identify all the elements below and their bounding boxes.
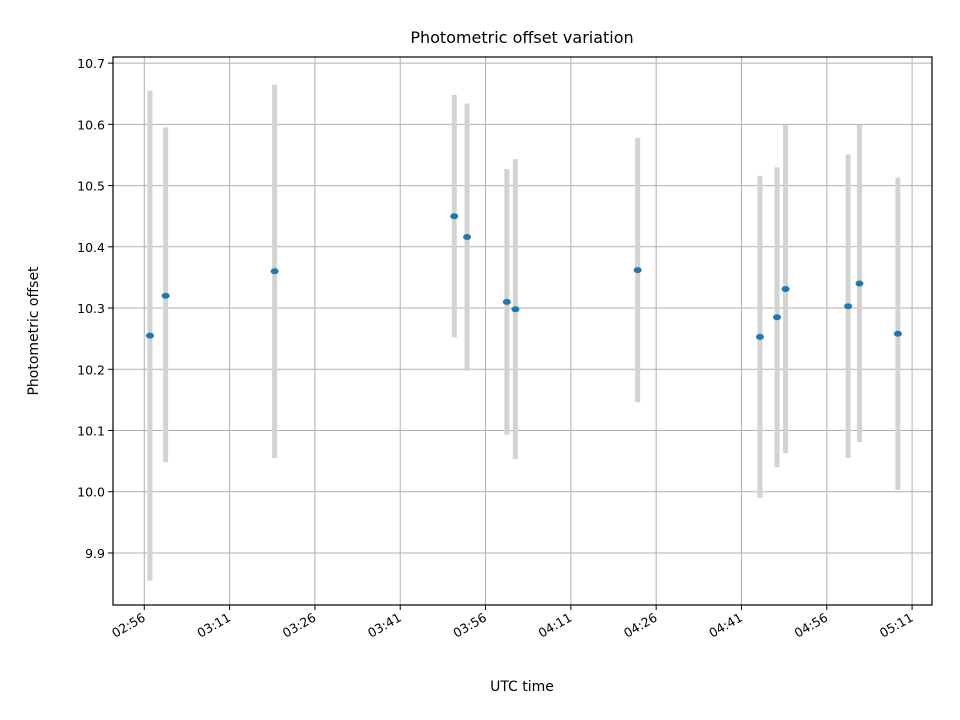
y-axis-label: Photometric offset (26, 266, 42, 396)
x-tick-label: 04:41 (706, 610, 745, 641)
grid-layer (113, 57, 932, 605)
y-tick-label: 10.0 (77, 485, 105, 500)
data-point (270, 268, 279, 275)
data-point (773, 314, 782, 321)
y-tick-label: 10.7 (77, 56, 105, 71)
x-tick-label: 03:11 (194, 610, 233, 641)
data-point (633, 267, 642, 274)
x-tick-label: 04:56 (792, 610, 831, 641)
y-tick-label: 10.4 (77, 240, 105, 255)
data-point (161, 292, 170, 299)
y-tick-layer: 9.9 10.0 10.1 10.2 10.3 10.4 10.5 10.6 10.7 (77, 56, 113, 561)
chart-title: Photometric offset variation (410, 28, 633, 47)
x-tick-label: 03:26 (280, 610, 319, 641)
data-point (450, 213, 459, 220)
data-point (855, 280, 864, 287)
y-tick-label: 10.2 (77, 362, 105, 377)
data-point (844, 303, 853, 310)
error-bar-layer (147, 84, 901, 581)
data-point (463, 234, 472, 241)
data-point (502, 298, 511, 305)
y-tick-label: 10.6 (77, 117, 105, 132)
x-axis-label: UTC time (490, 679, 554, 695)
data-point (145, 332, 154, 339)
data-point (755, 333, 764, 340)
x-tick-layer: 02:56 03:11 03:26 03:41 03:56 04:11 04:26 04:41… (109, 605, 916, 641)
x-tick-label: 03:56 (450, 610, 489, 641)
y-tick-label: 10.1 (77, 423, 105, 438)
data-point (781, 286, 790, 293)
x-tick-label: 04:11 (536, 610, 575, 641)
x-tick-label: 03:41 (365, 610, 404, 641)
data-point (893, 330, 902, 337)
data-point-layer (145, 213, 902, 340)
y-tick-label: 10.3 (77, 301, 105, 316)
y-tick-label: 10.5 (77, 179, 105, 194)
x-tick-label: 02:56 (109, 610, 148, 641)
x-tick-label: 04:26 (621, 610, 660, 641)
y-tick-label: 9.9 (85, 546, 105, 561)
plot-frame (112, 56, 933, 606)
data-point (511, 306, 520, 313)
x-tick-label: 05:11 (877, 610, 916, 641)
